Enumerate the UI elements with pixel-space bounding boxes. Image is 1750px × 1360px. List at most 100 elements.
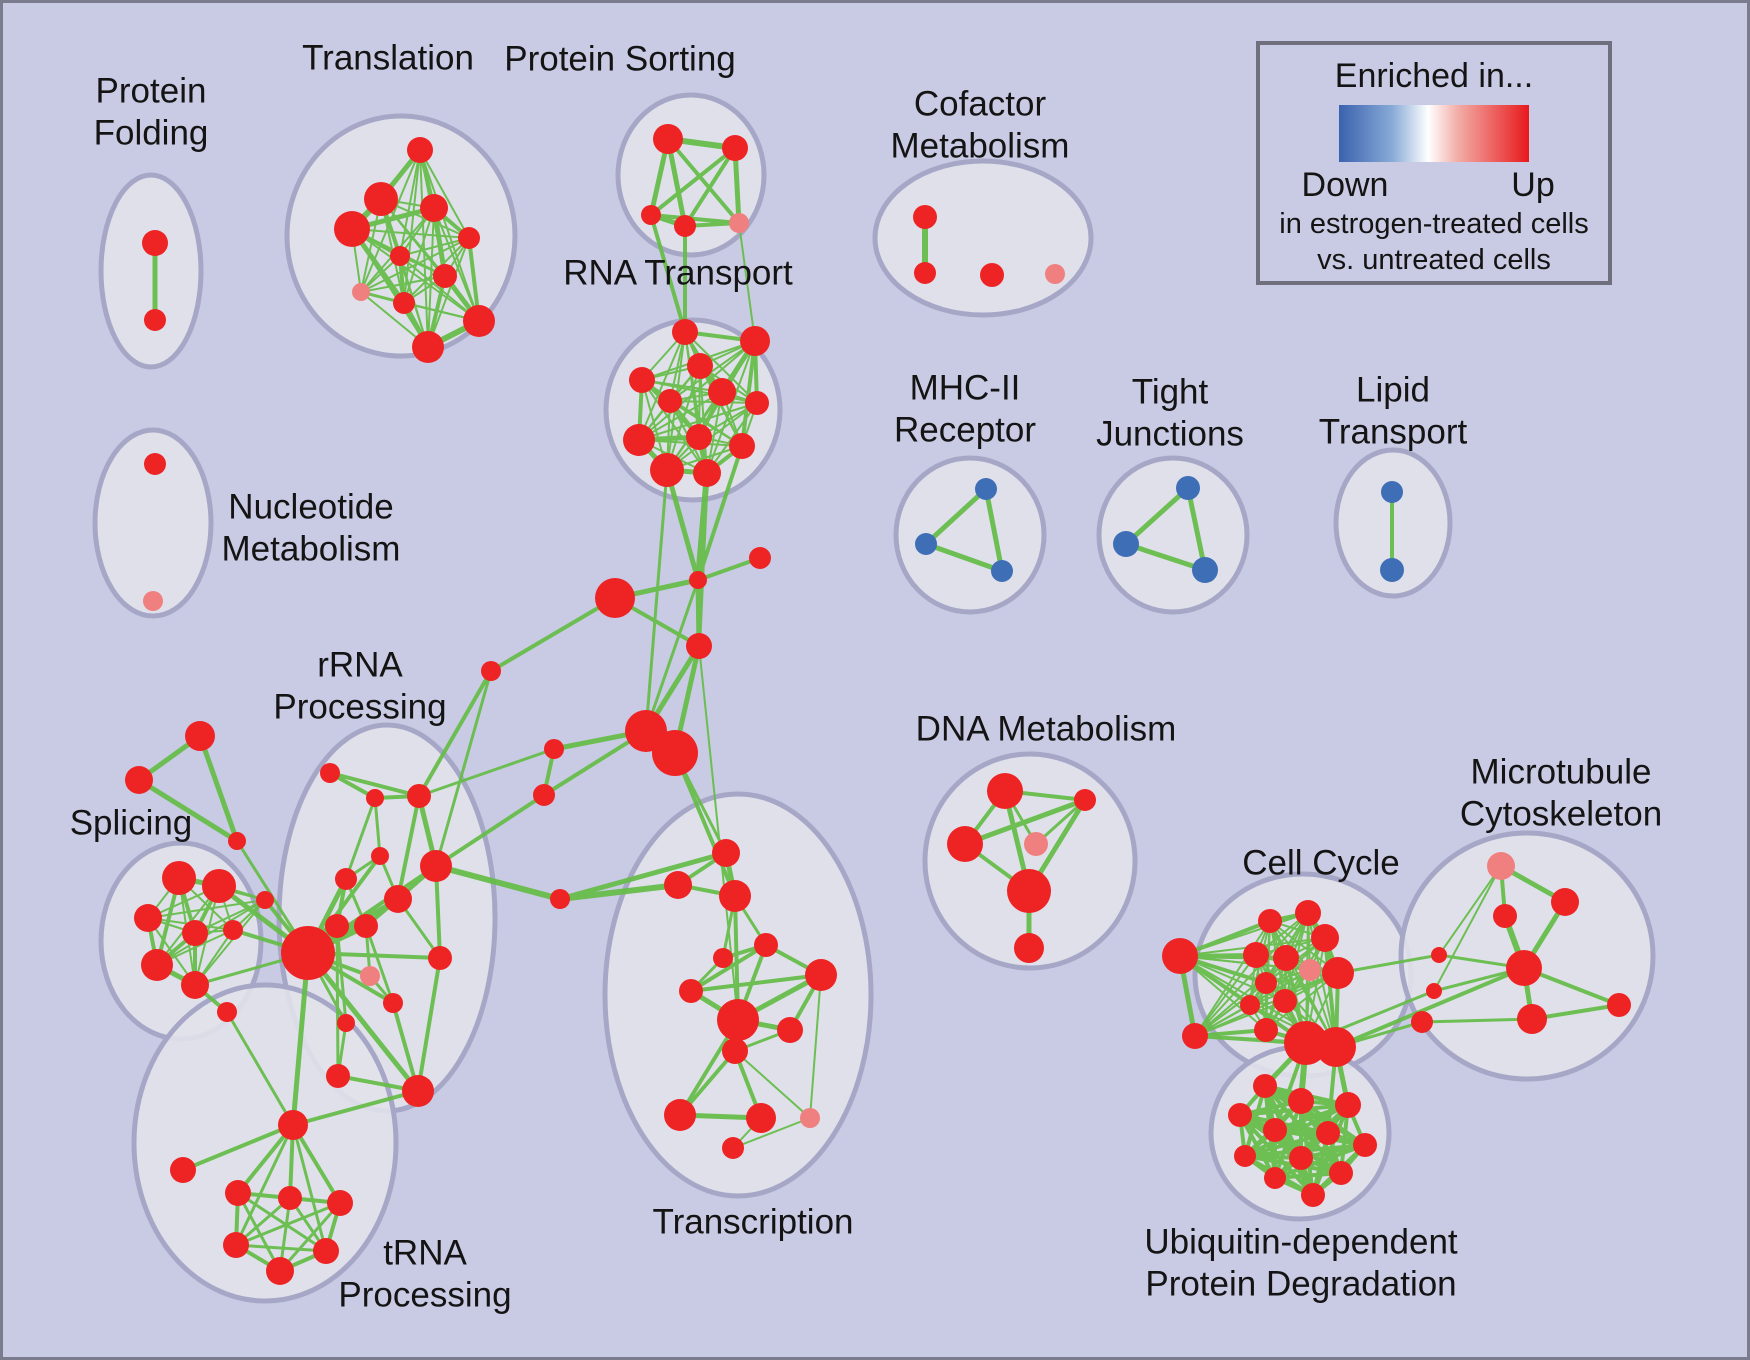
edge — [399, 237, 470, 257]
edge — [291, 1089, 420, 1127]
mhc-label: MHC-II — [910, 368, 1021, 407]
translation-node-0 — [407, 137, 433, 163]
edge — [732, 1117, 811, 1149]
edge — [417, 747, 556, 798]
microtubule-label: Cytoskeleton — [1460, 794, 1662, 833]
splicing_triangle-node-2 — [228, 832, 246, 850]
tight-node-0 — [1176, 476, 1200, 500]
edge — [234, 1243, 328, 1253]
trna-label: tRNA — [383, 1233, 467, 1272]
translation-node-2 — [420, 194, 448, 222]
legend-box: Enriched in... Down Up in estrogen-treat… — [1256, 41, 1612, 285]
transcription-node-2 — [719, 880, 751, 912]
edge — [557, 850, 729, 902]
microtubule-node-4 — [1506, 950, 1542, 986]
lipid-label: Lipid — [1356, 370, 1430, 409]
edge — [664, 467, 701, 583]
ubiquitin-node-1 — [1288, 1088, 1314, 1114]
edge — [641, 379, 708, 474]
ubiquitin-node-3 — [1228, 1103, 1252, 1127]
microtubule-node-3 — [1431, 947, 1447, 963]
edge — [809, 974, 822, 1119]
ubiquitin-node-9 — [1329, 1161, 1353, 1185]
edge — [1194, 912, 1309, 1037]
lipid-node-1 — [1380, 558, 1404, 582]
edge — [351, 228, 480, 322]
translation-node-4 — [458, 227, 480, 249]
cell_cycle-node-11 — [1240, 995, 1260, 1015]
trna-node-7 — [266, 1257, 294, 1285]
protein_folding-ellipse — [98, 172, 204, 370]
edge — [290, 950, 311, 1128]
edge — [156, 899, 266, 966]
rrna-node-5 — [420, 850, 452, 882]
central-node-7 — [533, 784, 555, 806]
splicing-node-2 — [134, 904, 162, 932]
translation-node-7 — [352, 283, 370, 301]
edge — [666, 137, 741, 225]
edge — [1433, 865, 1502, 992]
transcription-label: Transcription — [653, 1202, 854, 1241]
ubiquitin-label: Protein Degradation — [1145, 1264, 1456, 1303]
rrna-node-7 — [384, 885, 412, 913]
nucleotide-node-0 — [144, 453, 166, 475]
dna-node-4 — [1007, 869, 1051, 913]
splicing-node-4 — [223, 920, 243, 940]
edge — [489, 596, 617, 673]
cell_cycle-node-8 — [1322, 957, 1354, 989]
edge — [673, 751, 737, 898]
ubiquitin-node-6 — [1353, 1133, 1377, 1157]
edge — [305, 950, 421, 1094]
rna_transport-node-3 — [629, 367, 655, 393]
central-node-1 — [689, 571, 707, 589]
edge — [417, 669, 493, 798]
edge — [433, 207, 480, 322]
cell_cycle-node-1 — [1182, 1023, 1208, 1049]
edge — [225, 1010, 295, 1127]
edge — [1243, 1131, 1330, 1158]
edge — [1273, 1143, 1367, 1180]
edge — [638, 331, 686, 441]
central-node-6 — [544, 739, 564, 759]
mhc-node-1 — [915, 533, 937, 555]
legend-caption: in estrogen-treated cells vs. untreated … — [1260, 206, 1608, 278]
microtubule-node-7 — [1517, 1004, 1547, 1034]
rrna-node-8 — [325, 914, 349, 938]
edge — [1123, 541, 1208, 573]
edge — [181, 1123, 295, 1172]
microtubule-node-6 — [1411, 1011, 1433, 1033]
mhc-ellipse — [893, 455, 1047, 615]
rrna-node-0 — [281, 926, 335, 980]
cell_cycle-node-13 — [1284, 1021, 1328, 1065]
microtubule-node-2 — [1493, 904, 1517, 928]
edge — [433, 863, 563, 902]
edge — [644, 468, 669, 733]
nucleotide-label: Nucleotide — [228, 487, 393, 526]
edge — [1185, 485, 1208, 573]
microtubule-node-8 — [1607, 993, 1631, 1017]
translation-node-9 — [463, 305, 495, 337]
edge — [697, 471, 709, 648]
protein_folding-label: Protein — [96, 71, 207, 110]
edge — [683, 146, 737, 228]
microtubule-node-5 — [1426, 983, 1442, 999]
tight-node-1 — [1113, 531, 1139, 557]
ubiquitin-node-5 — [1316, 1121, 1340, 1145]
microtubule-node-0 — [1487, 852, 1515, 880]
edge — [734, 1050, 811, 1119]
rrna-node-9 — [354, 914, 378, 938]
splicing_triangle-node-1 — [125, 766, 153, 794]
edge — [291, 1123, 342, 1205]
edge — [1194, 1000, 1286, 1037]
rrna-label: rRNA — [317, 645, 403, 684]
cofactor-node-0 — [913, 205, 937, 229]
rna_transport-node-9 — [729, 433, 755, 459]
cofactor-node-3 — [1045, 264, 1065, 284]
dna-label: DNA Metabolism — [916, 709, 1177, 748]
cofactor-label: Metabolism — [891, 126, 1070, 165]
cell_cycle-node-0 — [1162, 938, 1198, 974]
protein_sorting-label: Protein Sorting — [504, 39, 736, 78]
cell_cycle-node-5 — [1243, 942, 1269, 968]
transcription-node-0 — [664, 871, 692, 899]
ubiquitin-node-4 — [1263, 1118, 1287, 1142]
